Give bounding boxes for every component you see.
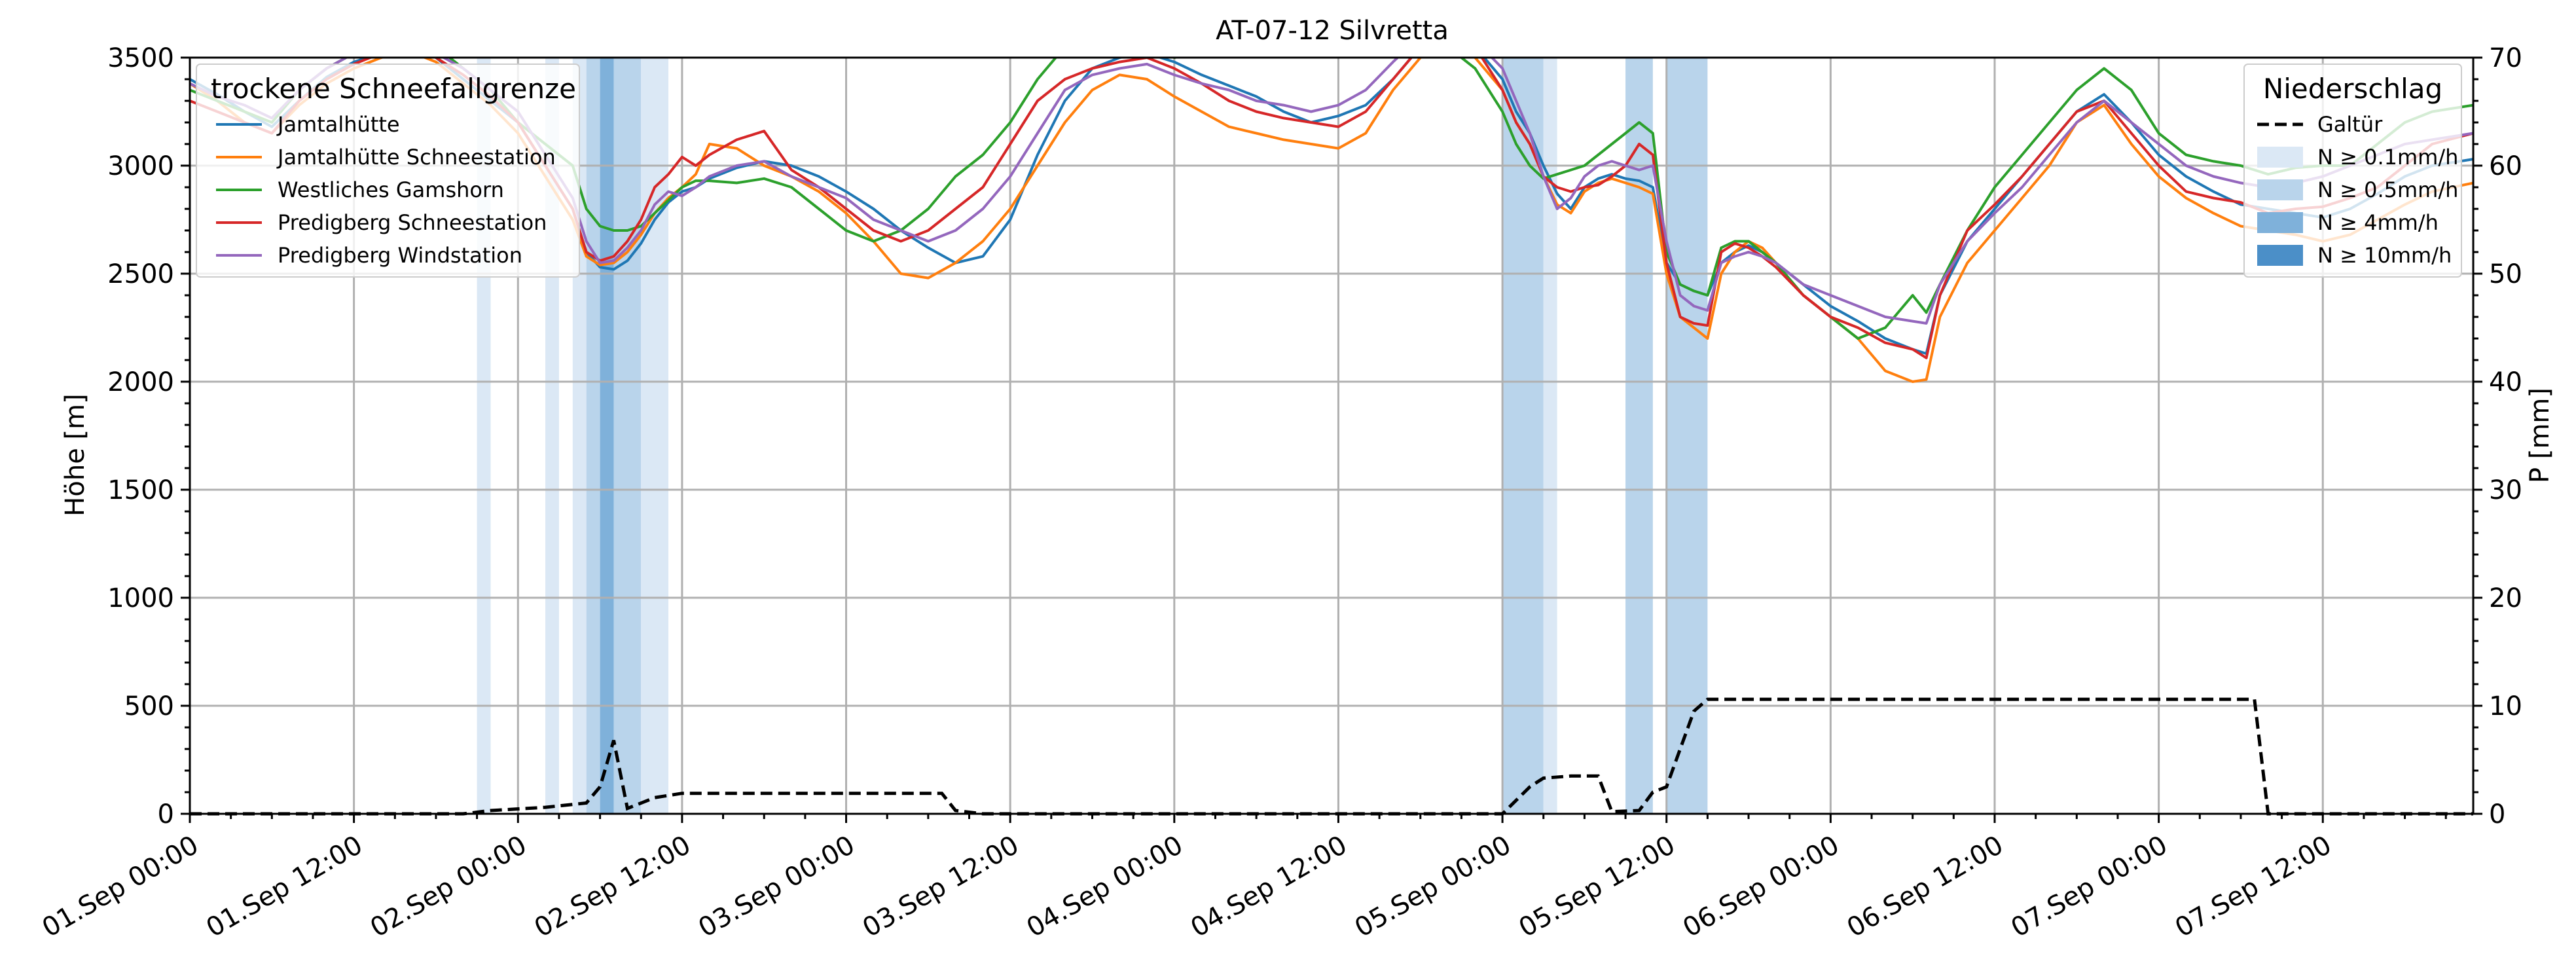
legend-right-title: Niederschlag xyxy=(2263,73,2442,105)
legend-right-label: N ≥ 0.1mm/h xyxy=(2317,145,2458,170)
y-tick-label: 2000 xyxy=(107,367,174,397)
precip-band-4 xyxy=(600,58,614,814)
legend-left-label: Jamtalhütte xyxy=(276,112,400,137)
legend-right-items: Galtür N ≥ 0.1mm/h N ≥ 0.5mm/h N ≥ 4mm/h N ≥… xyxy=(2257,112,2458,268)
series-line-3 xyxy=(190,58,2473,359)
precip-band-8 xyxy=(1543,58,1557,814)
y-tick-label: 0 xyxy=(158,799,174,830)
precip-band-6 xyxy=(641,58,669,814)
legend-left-label: Predigberg Windstation xyxy=(278,243,522,268)
legend-left-title: trockene Schneefallgrenze xyxy=(211,73,576,105)
legend-left: trockene Schneefallgrenze JamtalhütteJam… xyxy=(196,64,580,278)
legend-right: Niederschlag Galtür N ≥ 0.1mm/h N ≥ 0.5mm/… xyxy=(2243,64,2462,278)
legend-left-label: Jamtalhütte Schneestation xyxy=(276,145,556,170)
y-tick-label: 2500 xyxy=(107,259,174,289)
y-tick-label-right: 10 xyxy=(2489,691,2522,721)
plot-frame xyxy=(189,56,2475,815)
y-tick-label: 3500 xyxy=(107,43,174,73)
y-tick-label: 1500 xyxy=(107,475,174,505)
y-axis-label: Höhe [m] xyxy=(60,393,90,516)
y-tick-label-right: 70 xyxy=(2489,43,2522,73)
series-line-2 xyxy=(190,58,2473,340)
precip-band-5 xyxy=(613,58,642,814)
y-axis-label-right: P [mm] xyxy=(2525,388,2555,483)
legend-right-swatch xyxy=(2257,212,2303,233)
legend-left-frame xyxy=(196,64,580,278)
precip-band-10 xyxy=(1666,58,1708,814)
precip-line xyxy=(190,697,2473,816)
chart-title: AT-07-12 Silvretta xyxy=(1216,16,1449,46)
y-tick-label-right: 50 xyxy=(2489,259,2522,289)
legend-right-swatch xyxy=(2257,147,2303,168)
y-tick-label: 1000 xyxy=(107,583,174,613)
y-tick-label-right: 30 xyxy=(2489,475,2522,505)
precip-band-3 xyxy=(586,58,600,814)
legend-right-label: Galtür xyxy=(2317,112,2383,137)
legend-left-label: Westliches Gamshorn xyxy=(278,177,504,202)
legend-right-label: N ≥ 0.5mm/h xyxy=(2317,177,2458,202)
y-tick-label-right: 40 xyxy=(2489,367,2522,397)
precip-band-7 xyxy=(1502,58,1544,814)
legend-left-items: Jamtalhütte Jamtalhütte Schneestation West… xyxy=(216,112,556,268)
legend-left-label: Predigberg Schneestation xyxy=(278,210,547,235)
legend-right-label: N ≥ 10mm/h xyxy=(2317,243,2452,268)
series-line-1 xyxy=(190,58,2473,383)
precip-group xyxy=(190,697,2473,816)
legend-right-swatch xyxy=(2257,179,2303,200)
y-tick-label-right: 60 xyxy=(2489,151,2522,181)
y-tick-label-right: 20 xyxy=(2489,583,2522,613)
y-tick-label: 500 xyxy=(124,691,174,721)
legend-right-swatch xyxy=(2257,245,2303,266)
y-tick-label-right: 0 xyxy=(2489,799,2505,830)
series-line-4 xyxy=(190,58,2473,325)
legend-right-label: N ≥ 4mm/h xyxy=(2317,210,2439,235)
series-group xyxy=(190,58,2473,383)
y-tick-label: 3000 xyxy=(107,151,174,181)
